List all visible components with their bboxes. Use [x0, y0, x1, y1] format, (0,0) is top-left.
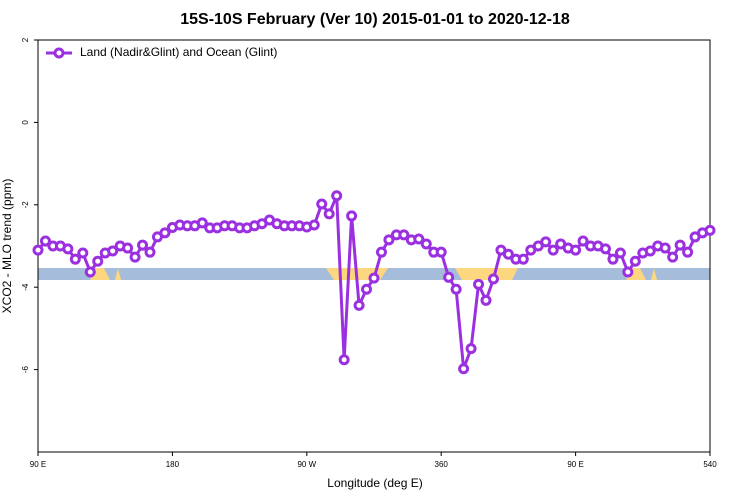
- data-point: [599, 243, 611, 255]
- data-point: [77, 247, 89, 259]
- x-tick-label: 180: [166, 460, 180, 469]
- data-point: [420, 238, 432, 250]
- data-point: [32, 244, 44, 256]
- data-point: [413, 233, 425, 245]
- data-point: [308, 219, 320, 231]
- legend-marker: [53, 47, 65, 59]
- data-point: [480, 294, 492, 306]
- data-point: [682, 246, 694, 258]
- data-point: [614, 247, 626, 259]
- data-point: [316, 198, 328, 210]
- data-point: [122, 242, 134, 254]
- data-point: [517, 253, 529, 265]
- data-point: [144, 246, 156, 258]
- data-point: [659, 242, 671, 254]
- data-point: [346, 210, 358, 222]
- y-tick-label: 2: [21, 37, 30, 42]
- data-point: [547, 244, 559, 256]
- data-point: [629, 255, 641, 267]
- data-point: [704, 224, 716, 236]
- data-point: [62, 243, 74, 255]
- y-tick-label: -2: [21, 201, 30, 209]
- data-point: [667, 251, 679, 263]
- chart-title: 15S-10S February (Ver 10) 2015-01-01 to …: [180, 11, 570, 28]
- land-patch: [455, 268, 518, 280]
- data-point: [137, 239, 149, 251]
- x-tick-label: 90 W: [297, 460, 316, 469]
- data-point: [375, 246, 387, 258]
- data-point: [361, 283, 373, 295]
- data-point: [487, 273, 499, 285]
- data-point: [450, 283, 462, 295]
- data-point: [458, 363, 470, 375]
- data-point: [323, 208, 335, 220]
- x-tick-label: 90 E: [30, 460, 46, 469]
- x-axis-label: Longitude (deg E): [327, 476, 422, 490]
- data-point: [107, 245, 119, 257]
- data-point: [39, 235, 51, 247]
- x-tick-label: 90 E: [567, 460, 583, 469]
- data-point: [435, 246, 447, 258]
- data-point: [674, 239, 686, 251]
- data-point: [338, 354, 350, 366]
- x-tick-label: 360: [435, 460, 449, 469]
- y-axis-label: XCO2 - MLO trend (ppm): [0, 179, 14, 314]
- y-tick-label: -4: [21, 283, 30, 291]
- data-point: [368, 272, 380, 284]
- y-tick-label: -6: [21, 365, 30, 373]
- data-point: [92, 255, 104, 267]
- data-point: [69, 253, 81, 265]
- y-tick-label: 0: [21, 120, 30, 125]
- data-point: [443, 271, 455, 283]
- data-point: [331, 190, 343, 202]
- data-point: [84, 266, 96, 278]
- land-patch: [651, 268, 657, 280]
- data-point: [622, 266, 634, 278]
- data-point: [570, 244, 582, 256]
- data-point: [129, 251, 141, 263]
- data-point: [644, 245, 656, 257]
- data-point: [353, 299, 365, 311]
- data-point: [465, 343, 477, 355]
- data-point: [196, 217, 208, 229]
- legend-label: Land (Nadir&Glint) and Ocean (Glint): [80, 45, 277, 59]
- data-point: [540, 236, 552, 248]
- x-tick-label: 540: [703, 460, 717, 469]
- data-point: [383, 234, 395, 246]
- data-point: [502, 248, 514, 260]
- data-point: [398, 229, 410, 241]
- data-point: [577, 235, 589, 247]
- data-point: [473, 278, 485, 290]
- data-point: [607, 253, 619, 265]
- land-patch: [115, 268, 121, 280]
- data-point: [159, 227, 171, 239]
